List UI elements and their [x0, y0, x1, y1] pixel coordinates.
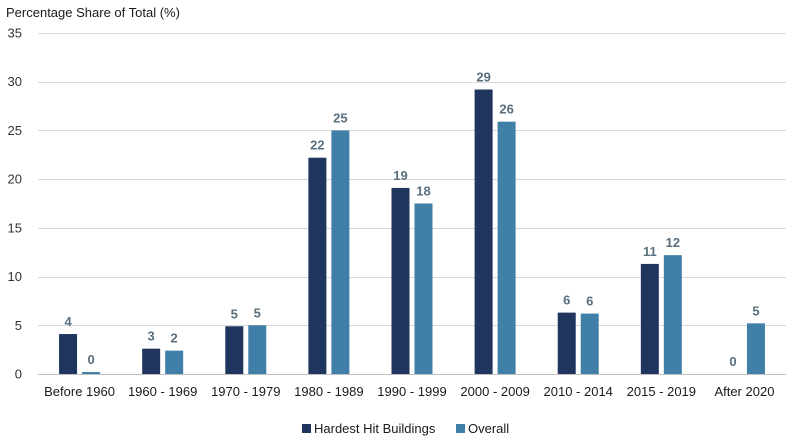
hardest-hit-data-label: 0	[729, 354, 736, 369]
overall-data-label: 5	[254, 305, 261, 320]
hardest-hit-data-label: 29	[476, 70, 490, 85]
hardest-hit-data-label: 11	[643, 244, 657, 259]
hardest-hit-bar	[59, 334, 78, 374]
overall-data-label: 6	[586, 294, 593, 309]
x-tick-label: After 2020	[714, 384, 774, 399]
overall-data-label: 25	[333, 110, 347, 125]
hardest-hit-data-label: 22	[310, 138, 324, 153]
x-tick-label: 1990 - 1999	[377, 384, 446, 399]
legend: Hardest Hit Buildings Overall	[302, 421, 509, 436]
hardest-hit-bar	[308, 157, 327, 374]
legend-label: Overall	[468, 421, 509, 436]
overall-bar	[414, 203, 433, 374]
hardest-hit-bar	[225, 326, 244, 374]
x-axis-labels: Before 1960 1960 - 1969 1970 - 1979 1980 - …	[44, 384, 774, 399]
y-axis-title: Percentage Share of Total (%)	[6, 5, 180, 20]
overall-data-label: 26	[499, 102, 513, 117]
overall-data-label: 12	[666, 235, 680, 250]
hardest-hit-bar	[391, 187, 410, 374]
hardest-hit-data-label: 4	[64, 314, 72, 329]
overall-data-label: 0	[87, 352, 94, 367]
overall-bar	[82, 372, 101, 374]
legend-swatch	[456, 424, 465, 433]
hardest-hit-bar	[142, 348, 161, 374]
hardest-hit-bar	[474, 89, 493, 374]
y-tick-label: 10	[8, 269, 22, 284]
overall-bar	[331, 130, 350, 374]
overall-bar	[248, 325, 267, 374]
overall-bar	[663, 255, 682, 374]
overall-bar	[746, 323, 765, 374]
legend-swatch	[302, 424, 311, 433]
legend-item-overall: Overall	[456, 421, 509, 436]
x-tick-label: 1980 - 1989	[294, 384, 363, 399]
y-tick-label: 5	[15, 318, 22, 333]
x-tick-label: 2000 - 2009	[460, 384, 529, 399]
hardest-hit-data-label: 6	[563, 293, 570, 308]
overall-data-label: 18	[416, 184, 430, 199]
overall-data-label: 2	[171, 331, 178, 346]
y-tick-label: 30	[8, 74, 22, 89]
hardest-hit-data-label: 19	[393, 168, 407, 183]
overall-bar	[497, 121, 516, 374]
overall-bar	[165, 350, 184, 374]
overall-data-label: 5	[752, 303, 759, 318]
legend-item-hardest-hit: Hardest Hit Buildings	[302, 421, 436, 436]
y-tick-label: 20	[8, 172, 22, 187]
y-tick-label: 0	[15, 367, 22, 382]
hardest-hit-data-label: 5	[231, 306, 238, 321]
y-tick-label: 25	[8, 123, 22, 138]
y-tick-label: 15	[8, 220, 22, 235]
gridlines	[38, 33, 786, 326]
x-tick-label: 1970 - 1979	[211, 384, 280, 399]
x-tick-label: 1960 - 1969	[128, 384, 197, 399]
hardest-hit-bar	[557, 312, 576, 374]
legend-label: Hardest Hit Buildings	[314, 421, 436, 436]
x-tick-label: Before 1960	[44, 384, 115, 399]
x-tick-label: 2010 - 2014	[544, 384, 613, 399]
x-tick-label: 2015 - 2019	[627, 384, 696, 399]
hardest-hit-bar	[640, 263, 659, 374]
bars	[59, 89, 765, 374]
y-axis-ticks: 0 5 10 15 20 25 30 35	[8, 26, 22, 382]
overall-bar	[580, 313, 599, 374]
hardest-hit-data-label: 3	[148, 329, 155, 344]
y-tick-label: 35	[8, 26, 22, 41]
